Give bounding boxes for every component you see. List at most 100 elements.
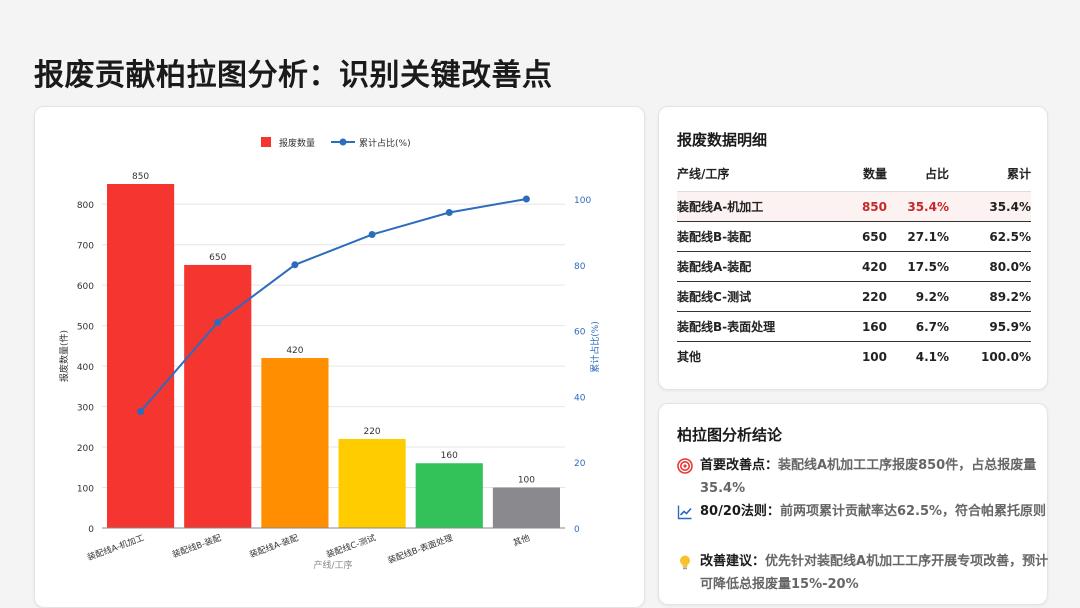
cell-qty: 100: [861, 349, 887, 364]
x-tick-label: 装配线B-表面处理: [386, 532, 455, 566]
y-tick-label: 0: [88, 525, 94, 535]
bar-value-label: 160: [441, 451, 458, 461]
trend-chart-icon: [677, 505, 692, 520]
x-tick-label: 装配线A-装配: [248, 532, 300, 560]
conclusion-label: 首要改善点：: [700, 458, 779, 473]
cumulative-point: [445, 208, 453, 216]
x-tick-label: 其他: [512, 532, 532, 548]
bar: [492, 487, 560, 528]
x-tick-label: 装配线C-测试: [325, 532, 378, 560]
y-tick-label: 300: [77, 404, 94, 414]
legend-line-marker: [339, 138, 347, 146]
y-tick-label: 400: [77, 363, 94, 373]
y-axis-title: 报废数量(件): [58, 330, 70, 382]
conclusion-title: 柏拉图分析结论: [677, 426, 783, 444]
x-tick-label: 装配线B-装配: [171, 532, 224, 560]
bar-value-label: 220: [363, 427, 380, 437]
cumulative-point: [291, 261, 299, 269]
cell-cum: 89.2%: [949, 281, 1031, 312]
bar-value-label: 100: [518, 476, 535, 486]
pareto-conclusion-card: 柏拉图分析结论 首要改善点：装配线A机加工工序报废850件，占总报废量35.4%…: [658, 403, 1048, 605]
conclusion-item: 80/20法则：前两项累计贡献率达62.5%，符合帕累托原则: [677, 500, 1060, 523]
bar: [415, 463, 483, 528]
cumulative-line: [139, 198, 527, 413]
scrap-detail-table: 产线/工序 数量 占比 累计 装配线A-机加工 850 35.4% 35.4% …: [677, 165, 1031, 371]
target-icon: [677, 458, 693, 474]
y-tick-label: 700: [77, 242, 94, 252]
table-row: 其他 100 4.1% 100.0%: [677, 342, 1031, 372]
cell-qty: 850: [827, 191, 887, 222]
x-tick-label: 装配线A-机加工: [86, 532, 146, 563]
col-header-line: 产线/工序: [677, 165, 827, 192]
conclusion-item: 改善建议：优先针对装配线A机加工工序开展专项改善，预计可降低总报废量15%-20…: [677, 550, 1060, 596]
cell-qty: 160: [827, 311, 887, 342]
bar: [261, 358, 329, 528]
cell-qty: 420: [827, 251, 887, 282]
cell-cum: 95.9%: [949, 311, 1031, 342]
cumulative-point: [368, 231, 376, 239]
cell-cum: 62.5%: [949, 221, 1031, 252]
y-tick-label: 200: [77, 444, 94, 454]
cell-cum: 80.0%: [949, 251, 1031, 282]
table-row: 装配线A-装配 420 17.5% 80.0%: [677, 251, 1031, 282]
cumulative-point: [137, 408, 145, 416]
conclusion-text: 优先针对装配线A机加工工序开展专项改善，预计可降低总报废量15%-20%: [700, 554, 1049, 592]
col-header-pct: 占比: [887, 165, 949, 192]
lightbulb-icon: [680, 555, 690, 570]
y2-tick-label: 80: [574, 262, 586, 272]
cell-line: 装配线A-装配: [677, 251, 827, 282]
cell-cum: 100.0%: [981, 349, 1031, 364]
cell-line: 装配线A-机加工: [677, 191, 827, 222]
pareto-chart: 0 100 200 300 400 500 600 700 800 0 20 40 60 80 100 850…: [58, 137, 601, 571]
cell-cum: 35.4%: [949, 191, 1031, 222]
table-row: 装配线C-测试 220 9.2% 89.2%: [677, 281, 1031, 312]
table-row: 装配线B-装配 650 27.1% 62.5%: [677, 221, 1031, 252]
pareto-chart-card: 0 100 200 300 400 500 600 700 800 0 20 40 60 80 100 850…: [34, 106, 645, 608]
page-title: 报废贡献柏拉图分析：识别关键改善点: [34, 58, 553, 93]
cell-pct: 17.5%: [887, 251, 949, 282]
cell-pct: 35.4%: [887, 191, 949, 222]
bar: [184, 264, 252, 528]
legend-line-label: 累计占比(%): [359, 137, 411, 149]
y2-tick-label: 60: [574, 328, 586, 338]
conclusion-text: 前两项累计贡献率达62.5%，符合帕累托原则: [779, 504, 1047, 519]
y2-axis-title: 累计占比(%): [589, 321, 601, 373]
legend-bar-swatch: [261, 137, 271, 147]
conclusion-label: 80/20法则：: [700, 504, 780, 519]
cell-qty: 220: [827, 281, 887, 312]
cell-pct: 6.7%: [887, 311, 949, 342]
y2-tick-label: 0: [574, 525, 580, 535]
cell-line: 装配线B-装配: [677, 221, 827, 252]
y2-tick-label: 100: [574, 196, 591, 206]
conclusion-label: 改善建议：: [700, 554, 766, 569]
table-row: 装配线A-机加工 850 35.4% 35.4%: [677, 191, 1031, 222]
cell-pct: 4.1%: [915, 349, 949, 364]
y-tick-label: 100: [77, 485, 94, 495]
table-title: 报废数据明细: [677, 131, 768, 149]
legend-bar-label: 报废数量: [279, 137, 315, 149]
cell-line: 其他: [677, 350, 702, 364]
cell-line: 装配线B-表面处理: [677, 311, 827, 342]
y-tick-label: 800: [77, 201, 94, 211]
y-tick-label: 600: [77, 282, 94, 292]
bar: [107, 184, 175, 528]
y2-tick-label: 40: [574, 393, 586, 403]
y2-tick-label: 20: [574, 459, 586, 469]
bar-value-label: 420: [286, 346, 303, 356]
bar-value-label: 850: [132, 172, 149, 182]
col-header-cum: 累计: [949, 165, 1031, 192]
table-header-row: 产线/工序 数量 占比 累计: [677, 165, 1031, 192]
x-axis-title: 产线/工序: [313, 559, 352, 571]
table-row: 装配线B-表面处理 160 6.7% 95.9%: [677, 311, 1031, 342]
cumulative-point: [214, 318, 222, 326]
cell-qty: 650: [827, 221, 887, 252]
cell-pct: 27.1%: [887, 221, 949, 252]
cell-line: 装配线C-测试: [677, 281, 827, 312]
conclusion-text: 装配线A机加工工序报废850件，占总报废量35.4%: [700, 458, 1037, 496]
bar: [338, 438, 406, 528]
col-header-qty: 数量: [827, 165, 887, 192]
bar-value-label: 650: [209, 253, 226, 263]
cumulative-point: [522, 195, 530, 203]
y-tick-label: 500: [77, 323, 94, 333]
conclusion-item: 首要改善点：装配线A机加工工序报废850件，占总报废量35.4%: [677, 454, 1060, 500]
